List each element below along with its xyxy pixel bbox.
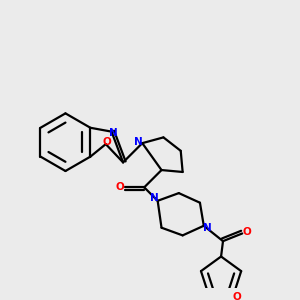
Text: O: O	[116, 182, 124, 192]
Text: O: O	[243, 226, 251, 236]
Text: N: N	[150, 193, 159, 203]
Text: N: N	[203, 223, 212, 233]
Text: O: O	[102, 137, 111, 147]
Text: O: O	[233, 292, 242, 300]
Text: N: N	[134, 137, 143, 147]
Text: N: N	[109, 128, 118, 138]
